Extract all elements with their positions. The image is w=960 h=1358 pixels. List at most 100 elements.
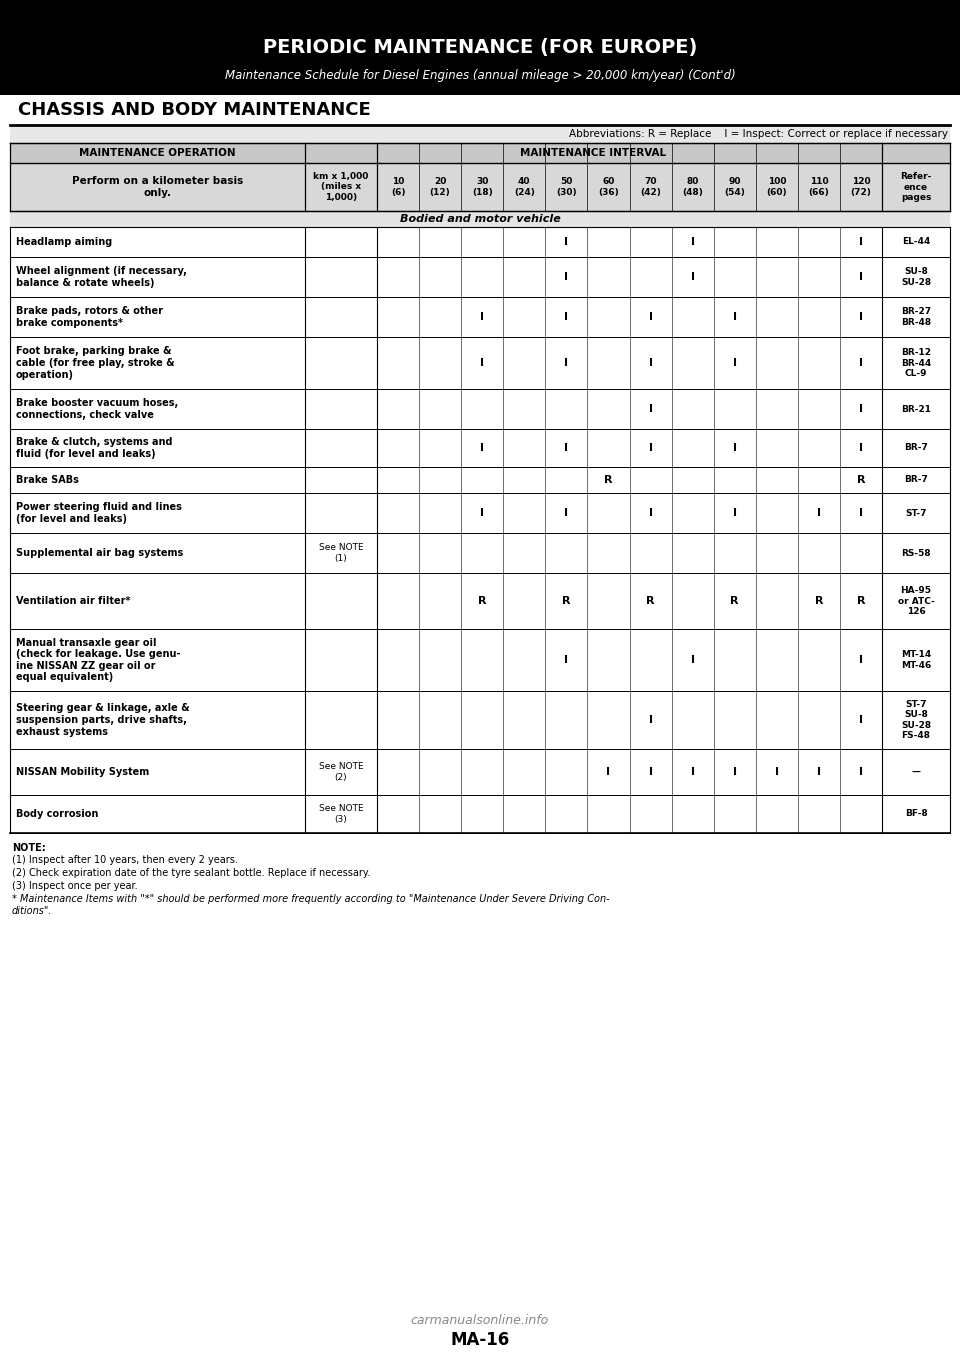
Text: BR-7: BR-7 (904, 444, 928, 452)
Text: Brake SABs: Brake SABs (16, 475, 79, 485)
Text: MAINTENANCE INTERVAL: MAINTENANCE INTERVAL (520, 148, 666, 158)
Bar (305, 143, 950, 163)
Text: I: I (564, 272, 568, 282)
Bar (10, 388, 950, 429)
Bar (10, 794, 950, 832)
Text: ST-7
SU-8
SU-28
FS-48: ST-7 SU-8 SU-28 FS-48 (900, 699, 931, 740)
Text: ST-7: ST-7 (905, 508, 926, 517)
Text: I: I (859, 508, 863, 517)
Text: I: I (564, 508, 568, 517)
Text: I: I (859, 272, 863, 282)
Text: I: I (859, 312, 863, 322)
Text: I: I (859, 403, 863, 414)
Text: I: I (859, 716, 863, 725)
Text: BR-7: BR-7 (904, 475, 928, 485)
Text: Steering gear & linkage, axle &
suspension parts, drive shafts,
exhaust systems: Steering gear & linkage, axle & suspensi… (16, 703, 190, 736)
Text: I: I (859, 655, 863, 665)
Text: NOTE:: NOTE: (12, 843, 46, 853)
Text: Body corrosion: Body corrosion (16, 809, 98, 819)
Text: I: I (564, 359, 568, 368)
Text: I: I (859, 443, 863, 454)
Text: R: R (815, 596, 823, 606)
Bar (630, 163, 672, 210)
Text: I: I (817, 508, 821, 517)
Bar (756, 163, 798, 210)
Bar (10, 750, 950, 794)
Text: (1) Inspect after 10 years, then every 2 years.: (1) Inspect after 10 years, then every 2… (12, 856, 238, 865)
Bar (420, 163, 461, 210)
Text: BR-12
BR-44
CL-9: BR-12 BR-44 CL-9 (900, 348, 931, 378)
Text: 100
(60): 100 (60) (766, 178, 787, 197)
Text: (3) Inspect once per year.: (3) Inspect once per year. (12, 881, 137, 891)
Text: Manual transaxle gear oil
(check for leakage. Use genu-
ine NISSAN ZZ gear oil o: Manual transaxle gear oil (check for lea… (16, 638, 180, 683)
Text: R: R (856, 596, 865, 606)
Text: MAINTENANCE OPERATION: MAINTENANCE OPERATION (79, 148, 236, 158)
Text: km x 1,000
(miles x
1,000): km x 1,000 (miles x 1,000) (313, 172, 369, 202)
Text: Bodied and motor vehicle: Bodied and motor vehicle (399, 215, 561, 224)
Bar (672, 163, 713, 210)
Text: Wheel alignment (if necessary,
balance & rotate wheels): Wheel alignment (if necessary, balance &… (16, 266, 187, 288)
Text: 30
(18): 30 (18) (471, 178, 492, 197)
Bar (10, 143, 305, 163)
Text: CHASSIS AND BODY MAINTENANCE: CHASSIS AND BODY MAINTENANCE (18, 100, 371, 120)
Bar (305, 163, 377, 210)
Text: I: I (649, 403, 653, 414)
Text: EL-44: EL-44 (901, 238, 930, 247)
Text: NISSAN Mobility System: NISSAN Mobility System (16, 767, 149, 777)
Text: Perform on a kilometer basis
only.: Perform on a kilometer basis only. (72, 177, 243, 198)
Text: RS-58: RS-58 (901, 549, 931, 558)
Bar (713, 163, 756, 210)
Text: Brake pads, rotors & other
brake components*: Brake pads, rotors & other brake compone… (16, 306, 163, 327)
Text: I: I (480, 312, 484, 322)
Text: I: I (775, 767, 779, 777)
Text: I: I (817, 767, 821, 777)
Bar (10, 467, 950, 493)
Text: I: I (859, 238, 863, 247)
Text: See NOTE
(2): See NOTE (2) (319, 762, 363, 782)
Bar (10, 227, 950, 257)
Text: I: I (690, 655, 695, 665)
Text: I: I (649, 767, 653, 777)
Text: R: R (856, 475, 865, 485)
Text: Abbreviations: R = Replace    I = Inspect: Correct or replace if necessary: Abbreviations: R = Replace I = Inspect: … (569, 129, 948, 139)
Text: I: I (732, 508, 736, 517)
Text: —: — (911, 767, 921, 777)
Text: (2) Check expiration date of the tyre sealant bottle. Replace if necessary.: (2) Check expiration date of the tyre se… (12, 868, 371, 879)
Bar (10, 532, 950, 573)
Text: I: I (564, 443, 568, 454)
Text: I: I (480, 359, 484, 368)
Bar (10, 691, 950, 750)
Text: R: R (731, 596, 739, 606)
Bar (882, 163, 950, 210)
Bar (0, 0, 960, 95)
Text: BR-27
BR-48: BR-27 BR-48 (900, 307, 931, 327)
Text: 10
(6): 10 (6) (391, 178, 405, 197)
Bar (377, 163, 420, 210)
Text: PERIODIC MAINTENANCE (FOR EUROPE): PERIODIC MAINTENANCE (FOR EUROPE) (263, 38, 697, 57)
Bar (10, 163, 305, 210)
Text: 90
(54): 90 (54) (724, 178, 745, 197)
Text: I: I (732, 312, 736, 322)
Text: I: I (564, 238, 568, 247)
Text: I: I (690, 272, 695, 282)
Text: I: I (859, 767, 863, 777)
Bar (10, 210, 950, 227)
Bar (840, 163, 882, 210)
Bar (10, 337, 950, 388)
Text: I: I (690, 767, 695, 777)
Text: I: I (564, 312, 568, 322)
Text: I: I (649, 716, 653, 725)
Text: 80
(48): 80 (48) (683, 178, 703, 197)
Text: I: I (480, 508, 484, 517)
Text: 110
(66): 110 (66) (808, 178, 829, 197)
Text: I: I (859, 359, 863, 368)
Bar (503, 163, 545, 210)
Bar (10, 573, 950, 629)
Text: Refer-
ence
pages: Refer- ence pages (900, 172, 932, 202)
Bar (10, 297, 950, 337)
Bar (10, 125, 950, 143)
Text: 120
(72): 120 (72) (851, 178, 872, 197)
Text: I: I (649, 508, 653, 517)
Text: I: I (564, 655, 568, 665)
Bar (0, 95, 960, 125)
